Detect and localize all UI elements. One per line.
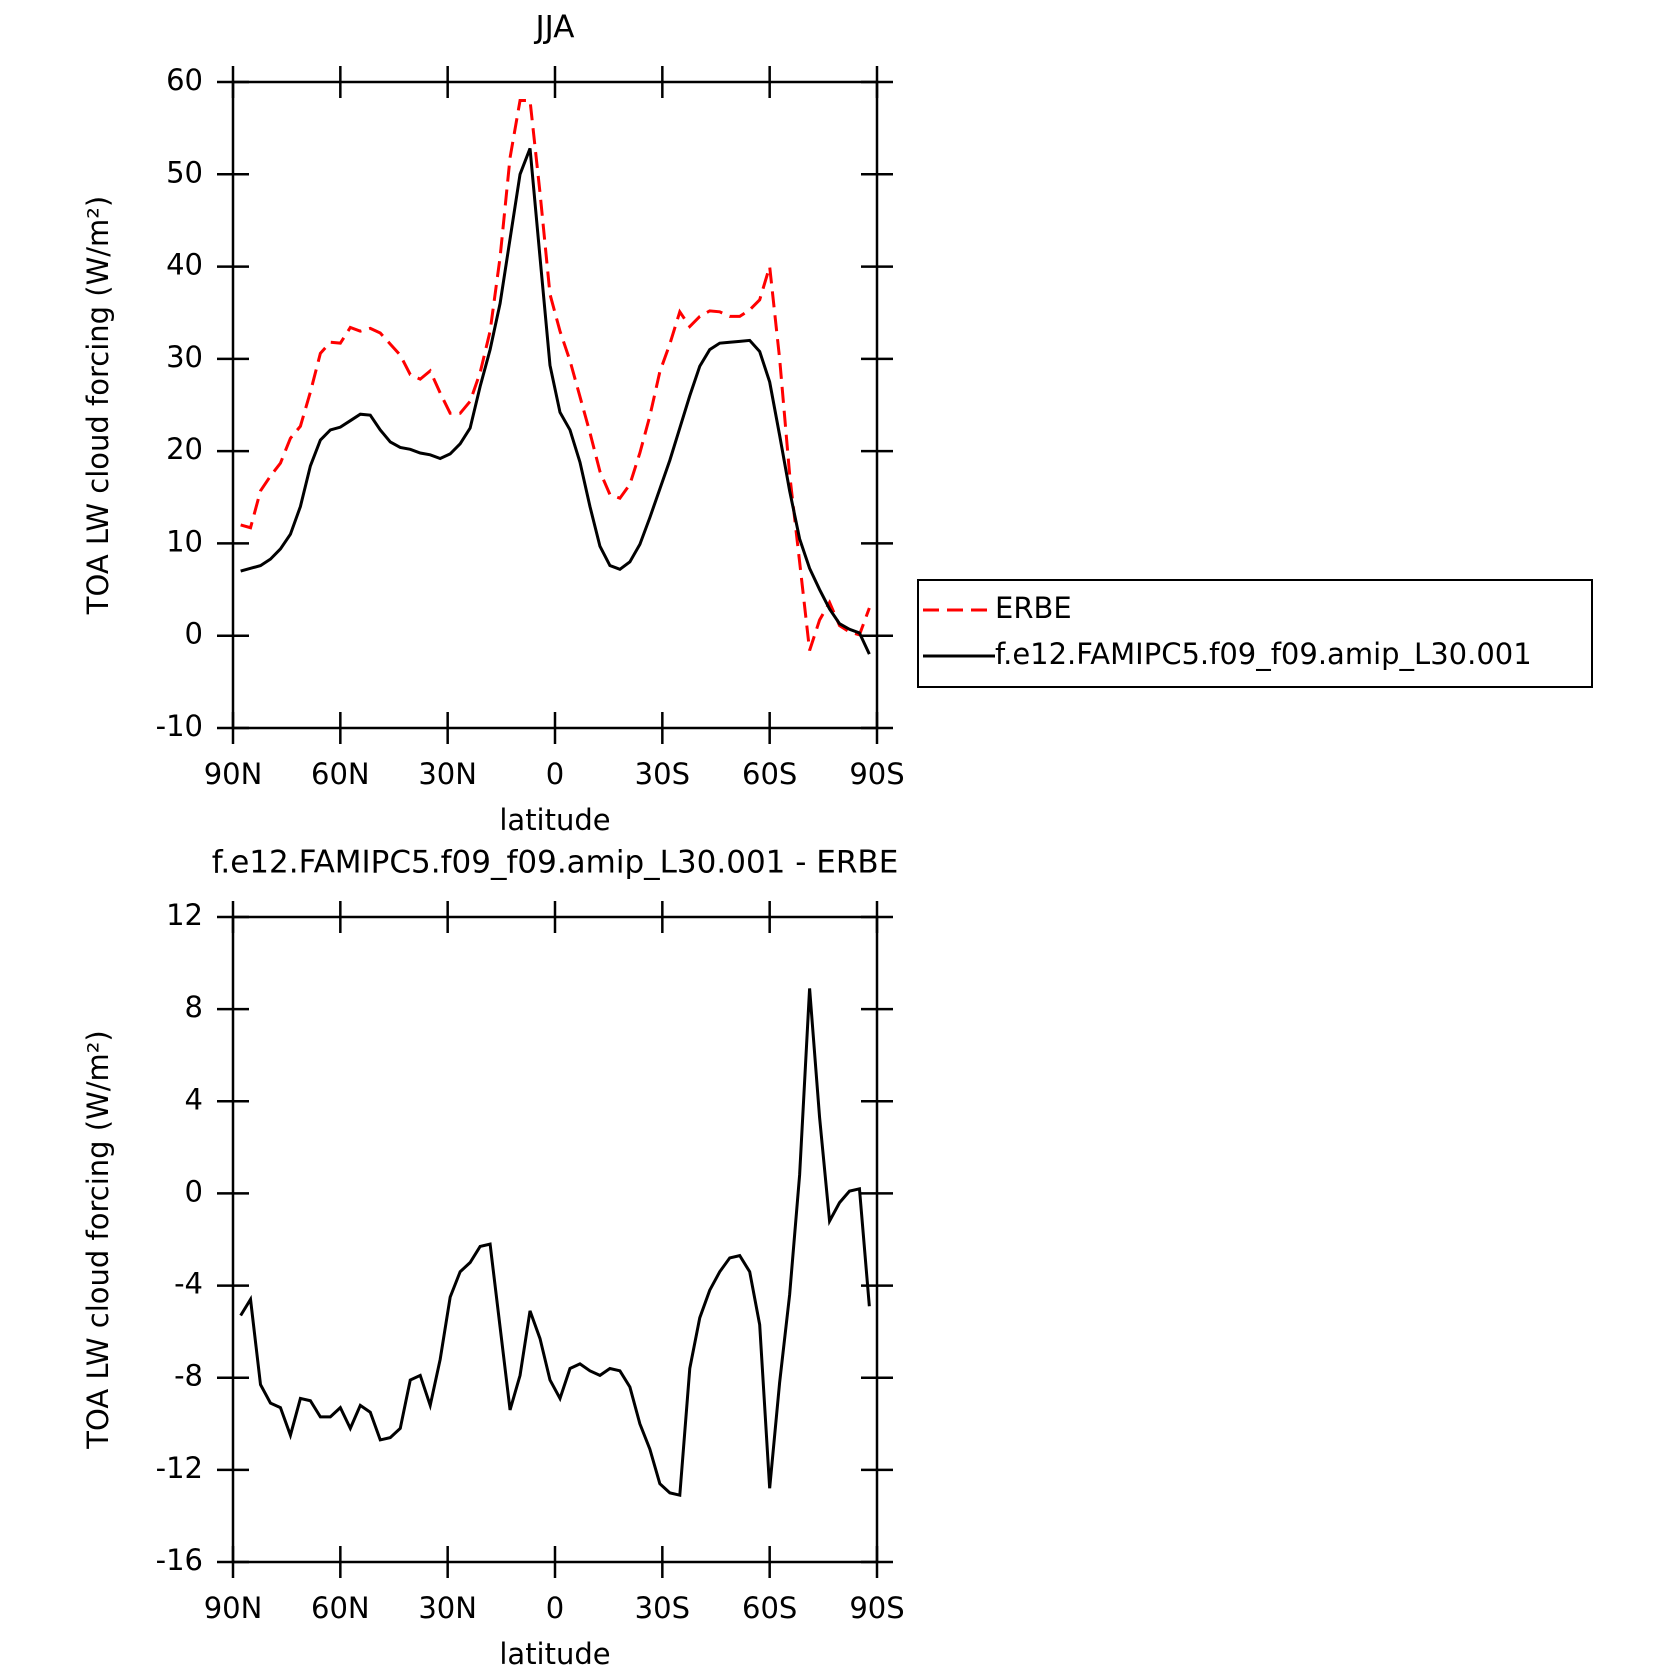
x-tick-label: 0	[546, 1591, 564, 1625]
plot-frame	[231, 915, 879, 1564]
x-tick-label: 90N	[204, 1591, 263, 1625]
x-tick-label: 60S	[742, 757, 797, 791]
x-axis-label: latitude	[499, 803, 610, 837]
y-tick-label: -12	[156, 1451, 203, 1485]
x-tick-label: 0	[546, 757, 564, 791]
y-tick-label: -10	[156, 709, 203, 743]
y-tick-label: 10	[166, 524, 203, 558]
x-tick-label: 30S	[635, 1591, 690, 1625]
series-line	[239, 988, 871, 1498]
x-tick-label: 60S	[742, 1591, 797, 1625]
x-tick-label: 30N	[418, 1591, 477, 1625]
y-tick-label: 50	[166, 155, 203, 189]
y-axis-label: TOA LW cloud forcing (W/m²)	[81, 1030, 115, 1449]
series-line	[240, 147, 871, 655]
x-tick-label: 60N	[311, 1591, 370, 1625]
y-tick-label: 4	[185, 1082, 203, 1116]
chart-title: JJA	[534, 10, 575, 46]
y-tick-label: 40	[166, 248, 203, 282]
plot-frame	[231, 80, 879, 730]
y-tick-label: -4	[174, 1267, 203, 1301]
x-axis-label: latitude	[499, 1637, 610, 1669]
y-tick-label: 60	[166, 63, 203, 97]
chart-title: f.e12.FAMIPC5.f09_f09.amip_L30.001 - ERB…	[212, 845, 899, 881]
y-tick-label: 12	[166, 898, 203, 932]
legend-box	[917, 579, 1593, 688]
y-tick-label: 0	[185, 1174, 203, 1208]
y-tick-label: 30	[166, 340, 203, 374]
series-line	[240, 98, 871, 651]
legend-label: f.e12.FAMIPC5.f09_f09.amip_L30.001	[995, 637, 1532, 671]
y-tick-label: 0	[185, 617, 203, 651]
x-tick-label: 90S	[849, 757, 904, 791]
y-tick-label: 8	[185, 990, 203, 1024]
x-tick-label: 30S	[635, 757, 690, 791]
y-tick-label: -16	[156, 1543, 203, 1577]
y-axis-label: TOA LW cloud forcing (W/m²)	[81, 196, 115, 615]
x-tick-label: 60N	[311, 757, 370, 791]
x-tick-label: 90N	[204, 757, 263, 791]
legend-label: ERBE	[995, 591, 1072, 625]
x-tick-label: 30N	[418, 757, 477, 791]
x-tick-label: 90S	[849, 1591, 904, 1625]
y-tick-label: -8	[174, 1359, 203, 1393]
y-tick-label: 20	[166, 432, 203, 466]
